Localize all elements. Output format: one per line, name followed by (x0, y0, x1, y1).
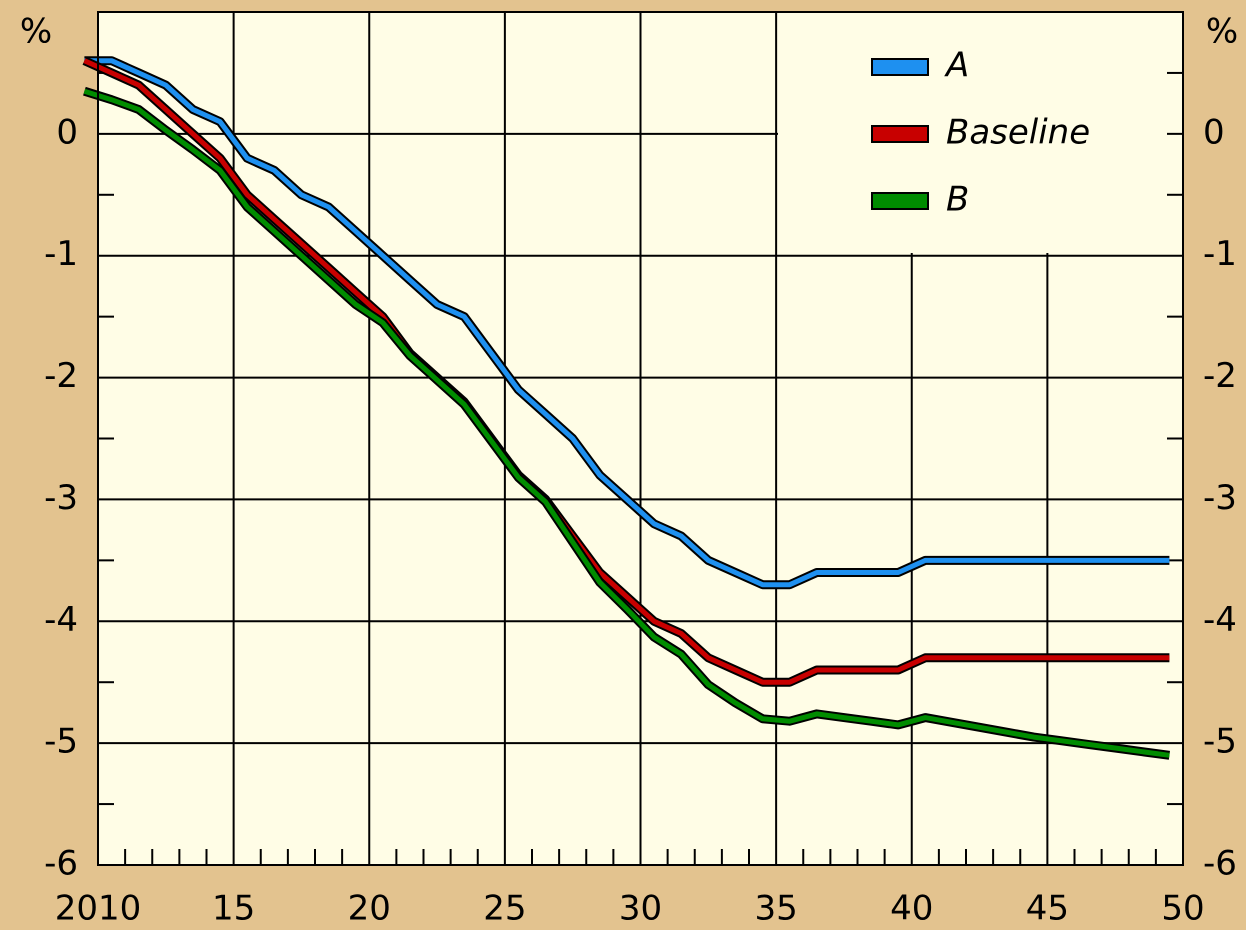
y-tick-label-left: -5 (44, 722, 78, 762)
series-line (83, 88, 1170, 758)
y-tick-label-right: 0 (1203, 112, 1225, 152)
y-tick-label-right: -1 (1203, 234, 1237, 274)
y-tick-label-left: -3 (44, 478, 78, 518)
y-tick-label-left: -1 (44, 234, 78, 274)
y-tick-label-right: -4 (1203, 600, 1237, 640)
unit-label-left: % (20, 12, 52, 52)
legend-label: A (944, 46, 969, 86)
legend-background (778, 13, 1182, 253)
y-tick-label-right: -2 (1203, 356, 1237, 396)
x-tick-label: 50 (1161, 889, 1204, 929)
x-tick-label: 20 (348, 889, 391, 929)
legend-swatch (871, 58, 929, 76)
y-tick-label-right: -3 (1203, 478, 1237, 518)
series-line (84, 58, 1170, 588)
series-line (83, 58, 1170, 685)
x-tick-label: 35 (754, 889, 797, 929)
x-tick-label: 45 (1026, 889, 1069, 929)
legend-swatch (871, 125, 929, 143)
x-tick-label: 2010 (55, 889, 142, 929)
y-tick-label-right: -5 (1203, 722, 1237, 762)
y-tick-label-left: -2 (44, 356, 78, 396)
x-tick-label: 40 (890, 889, 933, 929)
x-tick-label: 15 (212, 889, 255, 929)
y-tick-label-left: 0 (56, 112, 78, 152)
x-tick-label: 30 (619, 889, 662, 929)
unit-label-right: % (1206, 12, 1238, 52)
legend-swatch (871, 192, 929, 210)
y-tick-label-left: -4 (44, 600, 78, 640)
x-tick-label: 25 (483, 889, 526, 929)
y-tick-label-right: -6 (1203, 844, 1237, 884)
legend-label: Baseline (946, 113, 1090, 153)
legend-label: B (946, 180, 969, 220)
y-tick-label-left: -6 (44, 844, 78, 884)
plot-frame (97, 11, 1184, 866)
